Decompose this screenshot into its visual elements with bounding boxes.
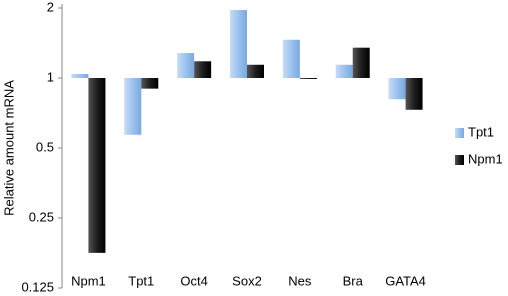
x-tick-label: GATA4	[385, 273, 426, 288]
bar	[247, 64, 264, 78]
bar	[88, 78, 106, 253]
legend-label: Tpt1	[468, 124, 494, 139]
y-axis-label: Relative amount mRNA	[1, 80, 16, 216]
bar	[124, 78, 142, 135]
bar	[230, 10, 247, 78]
x-tick-label: Tpt1	[128, 273, 154, 288]
y-tick-label: 0.5	[36, 139, 54, 154]
bar	[177, 53, 195, 78]
x-tick-label: Npm1	[71, 273, 106, 288]
bar	[299, 78, 317, 79]
y-tick-label: 0.25	[29, 209, 54, 224]
bar	[71, 74, 89, 78]
bar	[141, 78, 159, 89]
legend-label: Npm1	[468, 151, 503, 166]
x-tick-label: Oct4	[180, 273, 207, 288]
bar	[194, 61, 212, 78]
legend-swatch	[455, 155, 464, 165]
x-tick-label: Bra	[343, 273, 364, 288]
bar	[282, 39, 300, 78]
y-tick-label: 1	[47, 69, 54, 84]
y-tick-label: 0.125	[21, 279, 54, 294]
x-tick-label: Sox2	[232, 273, 262, 288]
y-tick-label: 2	[47, 0, 54, 14]
x-tick-label: Nes	[288, 273, 312, 288]
bar	[388, 78, 406, 100]
bar	[352, 47, 370, 78]
legend-swatch	[455, 128, 464, 138]
bar	[405, 78, 423, 110]
bar	[335, 64, 353, 78]
